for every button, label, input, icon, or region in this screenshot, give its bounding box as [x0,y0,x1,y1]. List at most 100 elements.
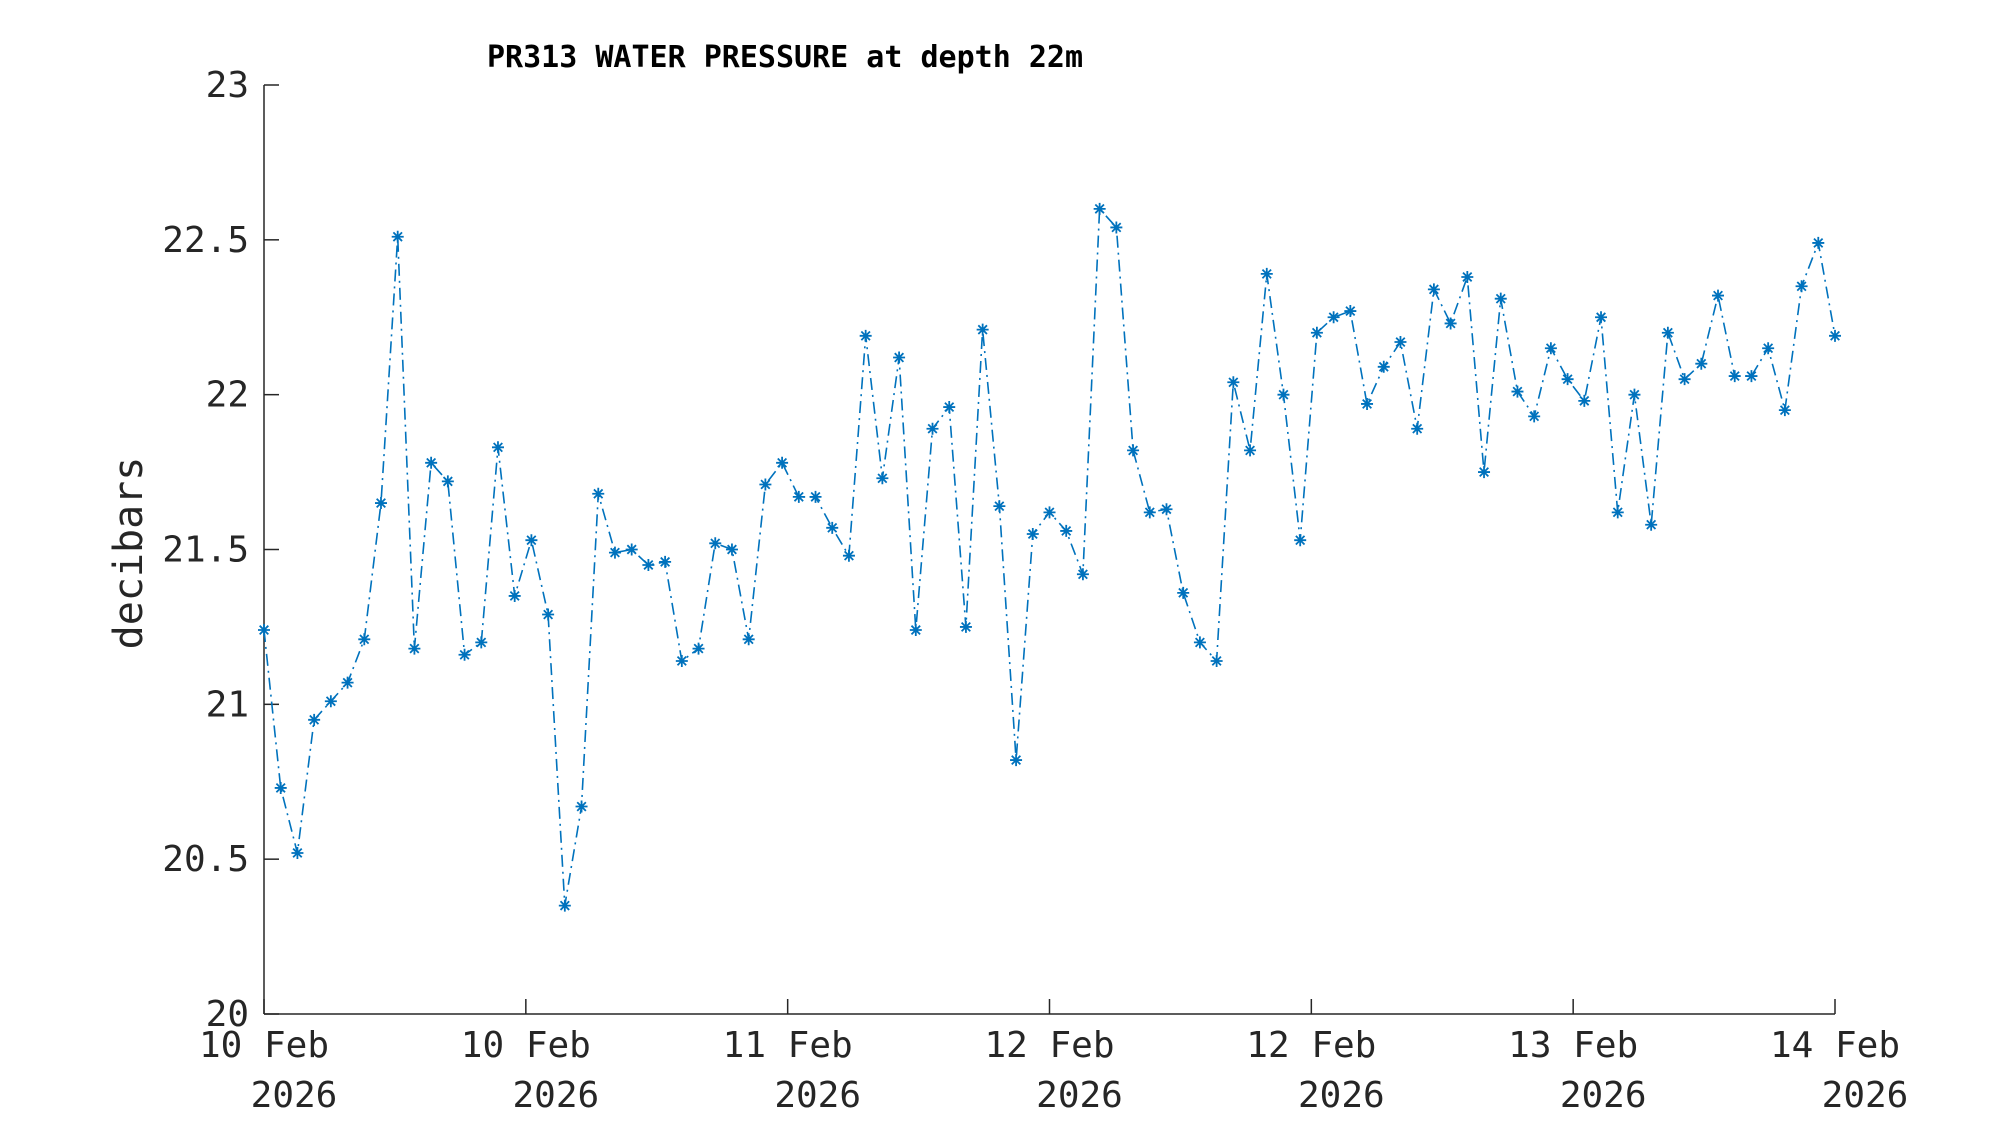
x-tick-label-year: 2026 [1298,1075,1385,1116]
data-point [1160,503,1173,516]
data-point [1411,422,1424,435]
data-point [1010,754,1023,767]
x-tick-label-date: 11 Feb [723,1025,853,1066]
data-point [1310,326,1323,339]
series-line [263,206,1836,906]
data-point [1394,336,1407,349]
y-axis-label: decibars [106,457,152,650]
x-tick-label-year: 2026 [251,1075,338,1116]
x-tick-label-year: 2026 [774,1075,861,1116]
data-point [1728,370,1741,383]
chart-title: PR313 WATER PRESSURE at depth 22m [487,40,1083,75]
data-point [1344,305,1357,318]
data-point [608,546,621,559]
data-point [1778,404,1791,417]
x-tick-label-date: 10 Feb [461,1025,591,1066]
data-point [1294,534,1307,547]
data-point [876,472,889,485]
data-point [491,441,504,454]
y-tick-label: 21 [206,684,249,725]
data-point [842,549,855,562]
y-tick-label: 20 [206,994,249,1035]
data-point [1745,370,1758,383]
data-point [324,695,337,708]
data-point [1578,394,1591,407]
data-point [1076,568,1089,581]
data-point [742,633,755,646]
data-point [458,648,471,661]
data-point [1494,292,1507,305]
series [258,202,1841,912]
data-point [1127,444,1140,457]
data-point [1143,506,1156,519]
x-tick-label-date: 12 Feb [984,1025,1114,1066]
data-point [859,329,872,342]
data-point [1461,270,1474,283]
data-point [425,456,438,469]
data-point [1093,202,1106,215]
data-point [1361,397,1374,410]
y-tick-label: 21.5 [162,530,249,571]
data-point [1327,311,1340,324]
data-point [575,800,588,813]
data-point [809,490,822,503]
data-point [1762,342,1775,355]
data-point [1478,466,1491,479]
y-tick-label: 22.5 [162,220,249,261]
x-tick-label-date: 14 Feb [1770,1025,1900,1066]
data-point [1043,506,1056,519]
data-point [1110,221,1123,234]
data-point [692,642,705,655]
data-point [776,456,789,469]
x-ticks: 10 Feb 2026 10 Feb 2026 11 Feb 2026 12 Feb 2026… [199,999,1908,1116]
data-point [659,555,672,568]
data-point [258,624,270,637]
data-point [1829,329,1841,342]
data-point [1210,654,1223,667]
data-point [308,713,321,726]
data-point [1244,444,1257,457]
data-point [358,633,371,646]
data-point [1678,373,1691,386]
data-point [1026,528,1039,541]
data-point [542,608,555,621]
data-point [441,475,454,488]
data-point [1227,376,1240,389]
x-tick-label-year: 2026 [1822,1075,1909,1116]
data-point [1060,524,1073,537]
data-point [475,636,488,649]
data-point [1177,586,1190,599]
data-point [976,323,989,336]
data-point [558,899,571,912]
data-point [993,500,1006,513]
x-tick-label-year: 2026 [1036,1075,1123,1116]
data-point [408,642,421,655]
data-point [374,497,387,510]
y-tick-label: 23 [206,65,249,106]
data-point [1595,311,1608,324]
data-point [341,676,354,689]
data-point [1528,410,1541,423]
data-point [826,521,839,534]
x-tick-label-date: 13 Feb [1508,1025,1638,1066]
data-point [391,230,404,243]
data-point [1561,373,1574,386]
data-point [943,401,956,414]
data-point [1260,267,1273,280]
data-point [1812,236,1825,249]
data-point [1377,360,1390,373]
data-point [759,478,772,491]
y-tick-label: 20.5 [162,839,249,880]
axes [263,85,1835,1015]
x-tick-label-year: 2026 [512,1075,599,1116]
data-point [274,781,287,794]
data-point [893,351,906,364]
data-point [1645,518,1658,531]
data-point [725,543,738,556]
data-point [592,487,605,500]
data-point [625,543,638,556]
x-tick-label-year: 2026 [1560,1075,1647,1116]
data-point [1511,385,1524,398]
data-point [926,422,939,435]
